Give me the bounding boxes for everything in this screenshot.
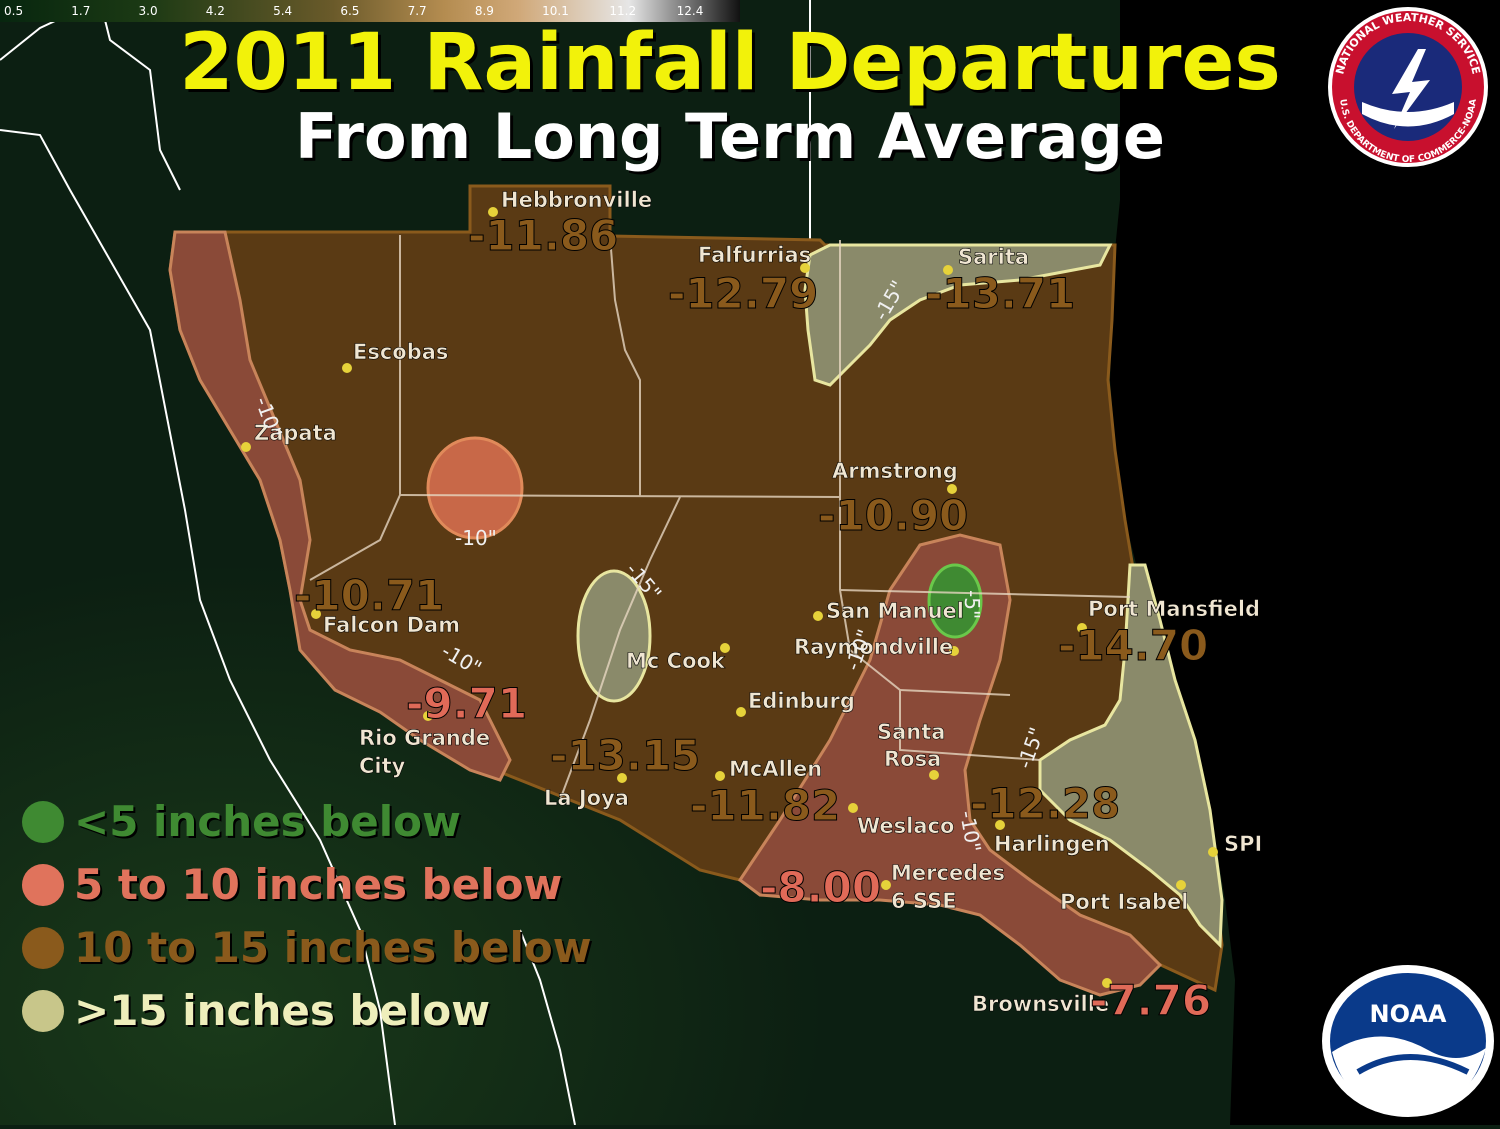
station-name: Falfurrias [698, 243, 811, 267]
legend-swatch [22, 989, 64, 1032]
station-name: Mc Cook [626, 649, 726, 673]
contour-label: -10" [455, 526, 497, 550]
station-name: Santa [877, 720, 945, 744]
station-value: -7.76 [1090, 976, 1211, 1025]
region-over-15-north [803, 243, 1113, 387]
station-name: La Joya [544, 786, 629, 810]
county-lines [309, 235, 1131, 801]
colorbar-tick: 12.4 [676, 4, 704, 18]
legend-swatch [22, 863, 64, 906]
station-value: -11.86 [468, 211, 618, 260]
station-name: Armstrong [832, 459, 958, 483]
legend-label: >15 inches below [74, 986, 491, 1035]
contour-label: -5" [960, 590, 984, 619]
colorbar-tick: 5.4 [273, 4, 293, 18]
station-name: Falcon Dam [323, 613, 460, 637]
station-value: -14.70 [1058, 621, 1208, 670]
colorbar-tick: 4.2 [205, 4, 225, 18]
legend-item: 5 to 10 inches below [22, 853, 592, 916]
station-value: -10.71 [294, 571, 444, 620]
station-name: San Manuel [826, 599, 964, 623]
station-name: Port Mansfield [1088, 597, 1260, 621]
region-over-15-coast [1038, 563, 1224, 949]
region-5-to-10-west [168, 230, 512, 782]
map-title: 2011 Rainfall Departures [179, 18, 1281, 108]
colorbar-tick: 1.7 [71, 4, 91, 18]
noaa-text: NOAA [1370, 1000, 1447, 1028]
colorbar-tick: 8.9 [474, 4, 494, 18]
station-value: -11.82 [690, 781, 840, 830]
noaa-logo: NOAA [1318, 962, 1498, 1120]
station-name: Raymondville [794, 635, 953, 659]
colorbar-tick: 6.5 [340, 4, 360, 18]
legend-item: <5 inches below [22, 790, 592, 853]
station-name: Zapata [254, 421, 337, 445]
station-value: -13.15 [550, 731, 700, 780]
station-name: Mercedes [891, 861, 1005, 885]
station-value: -13.71 [925, 269, 1075, 318]
station-value: -12.79 [668, 269, 818, 318]
legend-label: 5 to 10 inches below [74, 860, 563, 909]
station-name: Hebbronville [501, 188, 652, 212]
region-5-to-10-oval [426, 436, 524, 540]
station-values: -11.86 -12.79 -13.71 -10.90 -10.71 -14.7… [294, 211, 1212, 1026]
legend-swatch [22, 800, 64, 843]
station-name: Weslaco [857, 814, 954, 838]
legend-swatch [22, 926, 64, 969]
station-name: City [359, 754, 406, 778]
station-value: -9.71 [406, 679, 527, 728]
station-name: SPI [1224, 832, 1262, 856]
station-name: Escobas [353, 340, 448, 364]
station-name: Brownsville [972, 992, 1109, 1016]
gulf-water [1110, 0, 1500, 1125]
station-name: Rio Grande [359, 726, 490, 750]
colorbar: 0.5 1.7 3.0 4.2 5.4 6.5 7.7 8.9 10.1 11.… [0, 0, 740, 22]
legend-label: <5 inches below [74, 797, 461, 846]
legend-item: 10 to 15 inches below [22, 916, 592, 979]
legend-item: >15 inches below [22, 979, 592, 1042]
legend-label: 10 to 15 inches below [74, 923, 592, 972]
nws-logo: NATIONAL WEATHER SERVICE U.S. DEPARTMENT… [1322, 4, 1494, 170]
legend: <5 inches below 5 to 10 inches below 10 … [22, 790, 592, 1042]
station-name: McAllen [729, 757, 822, 781]
region-5-to-10-east [737, 533, 1163, 997]
station-name: Port Isabel [1060, 890, 1188, 914]
colorbar-tick: 3.0 [138, 4, 158, 18]
station-name: Rosa [884, 747, 941, 771]
map-subtitle: From Long Term Average [295, 100, 1165, 173]
station-value: -8.00 [760, 863, 881, 912]
station-dots [241, 207, 1218, 988]
station-name: 6 SSE [891, 889, 957, 913]
colorbar-tick: 10.1 [542, 4, 569, 18]
station-name: Harlingen [994, 832, 1110, 856]
station-value: -10.90 [818, 491, 968, 540]
station-name: Edinburg [748, 689, 855, 713]
colorbar-tick: 11.2 [609, 4, 637, 18]
station-name: Sarita [958, 245, 1029, 269]
colorbar-tick: 0.5 [4, 4, 24, 18]
station-value: -12.28 [970, 779, 1120, 828]
region-under-5 [927, 563, 983, 639]
colorbar-tick: 7.7 [407, 4, 427, 18]
station-names: Hebbronville Falfurrias Sarita Escobas Z… [254, 188, 1263, 1017]
